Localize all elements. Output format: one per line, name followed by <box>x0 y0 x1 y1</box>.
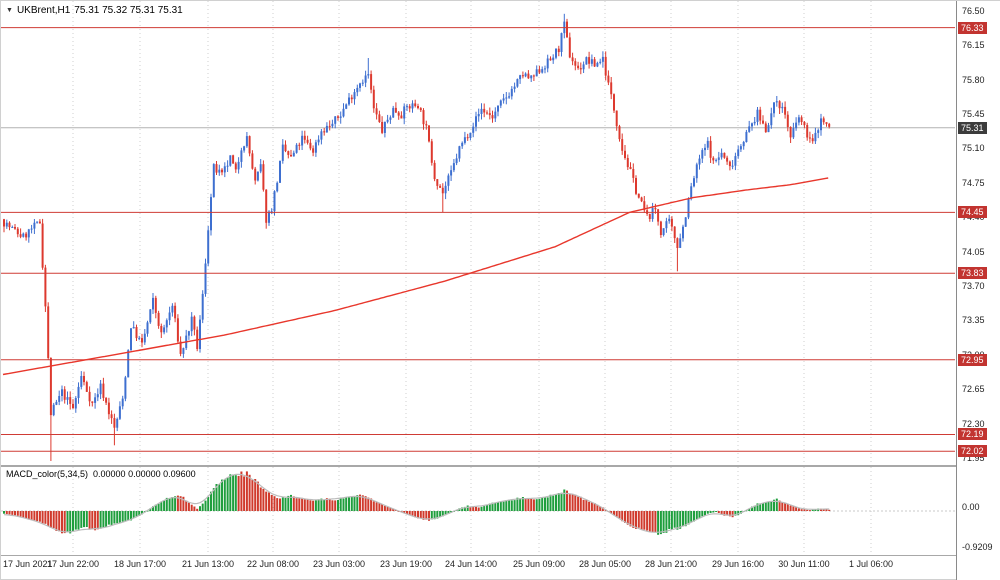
ohlc-values: 75.31 75.32 75.31 75.31 <box>74 5 183 16</box>
time-tick-label: 25 Jun 09:00 <box>512 559 566 569</box>
time-tick-label: 30 Jun 11:00 <box>778 559 830 569</box>
macd-indicator-label: MACD_color(5,34,5) <box>6 469 89 479</box>
time-tick-label: 1 Jul 06:00 <box>848 559 894 569</box>
time-axis[interactable]: 17 Jun 2021 17 Jun 22:00 18 Jun 17:00 21 Ju… <box>1 557 956 579</box>
time-tick-label: 28 Jun 21:00 <box>644 559 698 569</box>
symbol-timeframe-label: UKBrent,H1 <box>16 5 71 16</box>
price-tick-label: 72.30 <box>962 419 985 429</box>
level-price-badge: 72.95 <box>958 354 987 366</box>
price-tick-label: 73.35 <box>962 315 985 325</box>
macd-indicator-values: 0.00000 0.00000 0.09600 <box>93 469 196 479</box>
time-tick-label: 17 Jun 22:00 <box>46 559 100 569</box>
time-tick-label: 17 Jun 2021 <box>3 559 53 569</box>
macd-bottom-separator <box>1 555 956 556</box>
macd-indicator-canvas[interactable] <box>1 467 955 555</box>
price-tick-label: 73.70 <box>962 281 985 291</box>
price-tick-label: 75.45 <box>962 109 985 119</box>
price-chart-canvas[interactable] <box>1 1 955 464</box>
price-tick-label: 75.80 <box>962 75 985 85</box>
level-price-badge: 72.02 <box>958 445 987 457</box>
symbol-menu-icon: ▼ <box>6 7 13 14</box>
price-tick-label: 74.75 <box>962 178 985 188</box>
time-tick-label: 23 Jun 03:00 <box>312 559 366 569</box>
level-price-badge: 73.83 <box>958 267 987 279</box>
price-tick-label: 72.65 <box>962 384 985 394</box>
panel-separator[interactable] <box>1 465 956 467</box>
price-tick-label: 74.05 <box>962 247 985 257</box>
macd-header: MACD_color(5,34,5) 0.00000 0.00000 0.0960… <box>6 469 196 479</box>
level-price-badge: 74.45 <box>958 206 987 218</box>
price-tick-label: 75.10 <box>962 143 985 153</box>
time-tick-label: 18 Jun 17:00 <box>113 559 167 569</box>
time-tick-label: 22 Jun 08:00 <box>246 559 300 569</box>
time-tick-label: 29 Jun 16:00 <box>711 559 765 569</box>
price-tick-label: 71.95 <box>962 453 985 463</box>
time-tick-label: 21 Jun 13:00 <box>181 559 235 569</box>
current-price-badge: 75.31 <box>958 122 987 134</box>
macd-min-label: -0.9209 <box>962 542 993 552</box>
chart-header: ▼ UKBrent,H1 75.31 75.32 75.31 75.31 <box>6 5 183 16</box>
time-tick-label: 23 Jun 19:00 <box>379 559 433 569</box>
price-axis[interactable]: 0.00 -0.9209 76.50 76.15 75.80 75.45 75.10 74… <box>956 1 1000 580</box>
price-tick-label: 76.50 <box>962 6 985 16</box>
time-tick-label: 28 Jun 05:00 <box>578 559 632 569</box>
level-price-badge: 76.33 <box>958 22 987 34</box>
time-tick-label: 24 Jun 14:00 <box>444 559 498 569</box>
price-tick-label: 76.15 <box>962 40 985 50</box>
level-price-badge: 72.19 <box>958 428 987 440</box>
macd-zero-label: 0.00 <box>962 502 980 512</box>
